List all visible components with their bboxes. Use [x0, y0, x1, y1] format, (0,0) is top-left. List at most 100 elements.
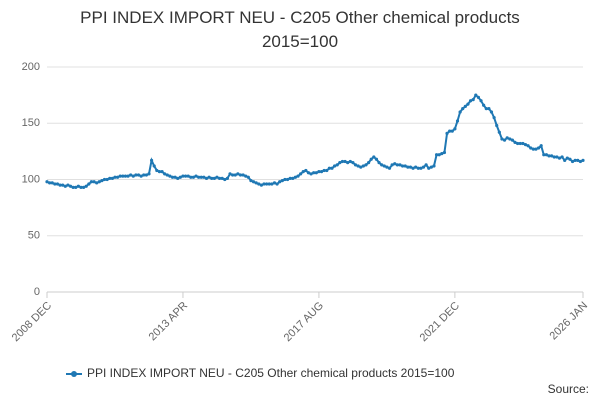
point: [387, 166, 392, 170]
point: [330, 166, 334, 170]
point: [581, 158, 585, 162]
point: [183, 174, 188, 178]
point: [152, 164, 156, 168]
point: [319, 170, 324, 174]
point: [139, 174, 143, 178]
legend-marker: [71, 371, 77, 377]
point: [403, 164, 407, 168]
point: [434, 153, 439, 157]
point: [414, 165, 418, 169]
point: [149, 158, 154, 162]
point: [400, 164, 405, 168]
point: [176, 176, 180, 180]
point: [479, 99, 483, 103]
point: [568, 157, 572, 161]
point: [518, 141, 522, 146]
point: [482, 103, 486, 107]
point: [136, 173, 141, 177]
point: [521, 141, 525, 146]
point: [374, 157, 379, 161]
point: [309, 172, 313, 176]
point: [82, 185, 86, 189]
point: [573, 158, 577, 162]
point: [455, 119, 460, 123]
point: [542, 153, 546, 157]
point: [531, 147, 535, 151]
point: [204, 176, 209, 180]
point: [411, 166, 415, 170]
y-tick-label: 150: [22, 117, 40, 129]
point: [108, 176, 112, 180]
point: [547, 154, 551, 158]
point: [123, 174, 128, 178]
point: [61, 183, 65, 187]
point: [333, 164, 337, 168]
point: [497, 130, 501, 134]
point: [489, 110, 494, 114]
x-tick-label: 2017 AUG: [282, 300, 326, 344]
point: [160, 170, 164, 174]
point: [95, 181, 99, 185]
point: [121, 174, 125, 178]
point: [385, 165, 389, 169]
point: [202, 175, 206, 179]
point: [142, 173, 146, 177]
point: [102, 177, 107, 182]
point: [390, 163, 394, 167]
point: [529, 146, 533, 150]
point: [513, 140, 517, 144]
point: [178, 175, 182, 179]
point: [502, 138, 507, 142]
point: [134, 173, 138, 177]
point: [144, 173, 148, 177]
point: [448, 129, 452, 133]
point: [168, 174, 172, 178]
point: [476, 95, 481, 99]
point: [351, 161, 355, 165]
point: [165, 173, 169, 177]
x-tick-label: 2026 JAN: [548, 300, 591, 343]
point: [356, 164, 360, 168]
point: [210, 176, 214, 180]
point: [312, 171, 316, 175]
point: [437, 153, 441, 157]
point: [181, 174, 185, 178]
point: [353, 163, 358, 167]
point: [228, 172, 232, 176]
point: [306, 171, 311, 175]
point: [283, 177, 287, 182]
point: [244, 174, 248, 178]
point: [440, 152, 444, 156]
point: [382, 164, 386, 168]
point: [570, 159, 575, 164]
point: [131, 174, 135, 178]
point: [92, 180, 96, 184]
point: [207, 175, 211, 179]
point: [505, 136, 509, 140]
point: [539, 144, 543, 148]
point: [45, 180, 49, 184]
point: [173, 175, 177, 179]
point: [487, 107, 491, 111]
point: [317, 170, 321, 174]
point: [257, 182, 261, 186]
point: [335, 163, 339, 167]
point: [249, 179, 253, 183]
point: [87, 182, 91, 186]
point: [293, 175, 297, 179]
point: [421, 165, 426, 169]
point: [408, 165, 413, 169]
chart-title: PPI INDEX IMPORT NEU - C205 Other chemic…: [80, 8, 520, 51]
point: [377, 161, 381, 165]
point: [395, 163, 399, 167]
point: [105, 177, 109, 182]
point: [461, 107, 465, 111]
point: [453, 127, 457, 131]
point: [346, 161, 350, 165]
point: [359, 165, 363, 169]
point: [380, 163, 384, 167]
point: [393, 162, 397, 166]
point: [170, 175, 175, 179]
point: [194, 174, 198, 178]
point: [361, 164, 365, 168]
